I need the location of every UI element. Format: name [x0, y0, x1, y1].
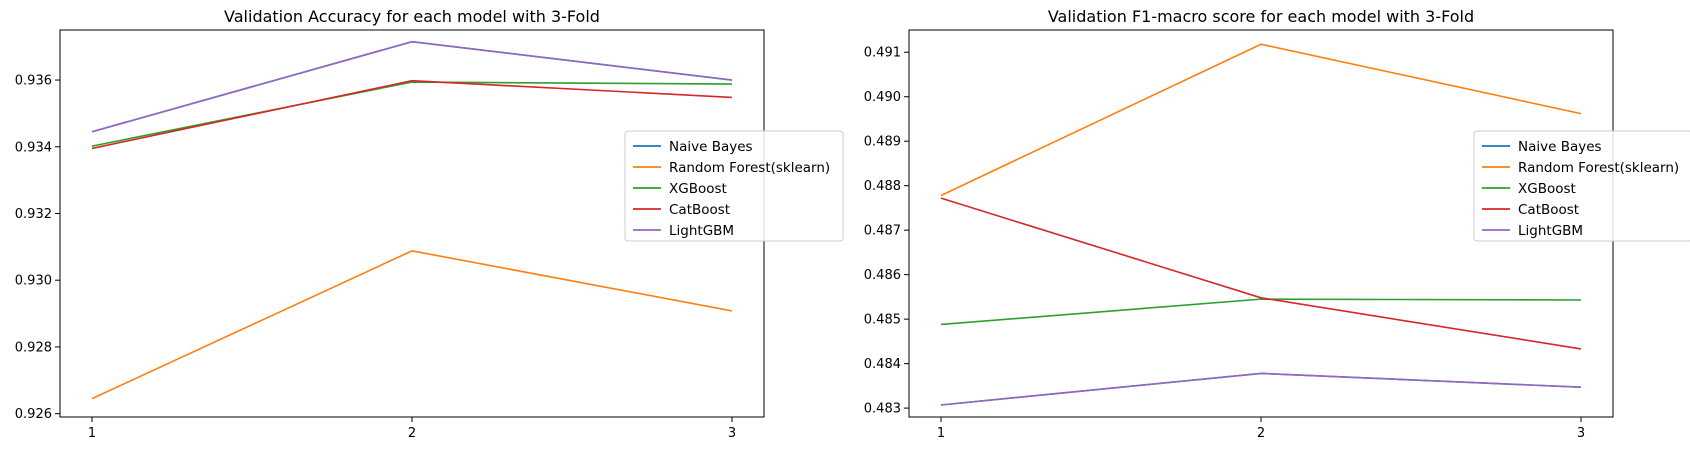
x-tick-label: 2: [408, 426, 416, 441]
series-line-catboost: [940, 197, 1582, 350]
accuracy-x-axis: 1 2 3: [88, 417, 736, 441]
y-tick-label: 0.934: [15, 140, 52, 155]
legend-label: XGBoost: [1518, 181, 1576, 197]
legend-label: Random Forest(sklearn): [669, 160, 830, 176]
accuracy-legend: Naive Bayes Random Forest(sklearn) XGBoost…: [624, 130, 844, 242]
f1-macro-legend: Naive Bayes Random Forest(sklearn) XGBoost…: [1473, 130, 1690, 242]
f1-macro-series-lines: [940, 43, 1582, 406]
y-tick-label: 0.487: [864, 224, 901, 239]
y-tick-label: 0.936: [15, 74, 52, 89]
y-tick-label: 0.483: [864, 402, 901, 417]
series-line-lightgbm: [940, 372, 1582, 406]
x-tick-label: 1: [937, 426, 945, 441]
series-line-naive-bayes: [91, 40, 733, 133]
series-line-lightgbm: [91, 40, 733, 133]
legend-label: LightGBM: [669, 223, 734, 239]
legend-label: Naive Bayes: [1518, 139, 1602, 155]
x-tick-label: 3: [728, 426, 736, 441]
y-tick-label: 0.484: [864, 357, 901, 372]
accuracy-series-lines: [91, 40, 733, 400]
legend-label: CatBoost: [1518, 202, 1579, 218]
y-tick-label: 0.932: [15, 207, 52, 222]
series-line-random-forest-sklearn: [91, 250, 733, 400]
legend-label: CatBoost: [669, 202, 730, 218]
y-tick-label: 0.486: [864, 268, 901, 283]
x-tick-label: 3: [1577, 426, 1585, 441]
legend-label: XGBoost: [669, 181, 727, 197]
legend-label: Random Forest(sklearn): [1518, 160, 1679, 176]
y-tick-label: 0.928: [15, 340, 52, 355]
f1-macro-x-axis: 1 2 3: [937, 417, 1585, 441]
f1-macro-y-axis: 0.483 0.484 0.485 0.486 0.487 0.488 0.489 0.490…: [864, 46, 909, 417]
accuracy-chart-title: Validation Accuracy for each model with …: [224, 7, 600, 26]
f1-macro-chart-title: Validation F1-macro score for each model…: [1048, 7, 1474, 26]
series-line-naive-bayes: [940, 372, 1582, 406]
y-tick-label: 0.489: [864, 135, 901, 150]
y-tick-label: 0.488: [864, 179, 901, 194]
series-line-random-forest-sklearn: [940, 43, 1582, 197]
legend-label: Naive Bayes: [669, 139, 753, 155]
accuracy-y-axis: 0.926 0.928 0.930 0.932 0.934 0.936: [15, 74, 60, 422]
series-line-catboost: [91, 79, 733, 150]
y-tick-label: 0.490: [864, 90, 901, 105]
x-tick-label: 1: [88, 426, 96, 441]
y-tick-label: 0.491: [864, 46, 901, 61]
legend-label: LightGBM: [1518, 223, 1583, 239]
series-line-xgboost: [940, 298, 1582, 326]
y-tick-label: 0.926: [15, 407, 52, 422]
series-line-xgboost: [91, 81, 733, 147]
f1-macro-chart: Validation F1-macro score for each model…: [864, 7, 1690, 441]
legend-box: [1473, 130, 1690, 242]
x-tick-label: 2: [1257, 426, 1265, 441]
accuracy-chart: Validation Accuracy for each model with …: [15, 7, 844, 441]
y-tick-label: 0.930: [15, 274, 52, 289]
y-tick-label: 0.485: [864, 313, 901, 328]
legend-box: [624, 130, 844, 242]
